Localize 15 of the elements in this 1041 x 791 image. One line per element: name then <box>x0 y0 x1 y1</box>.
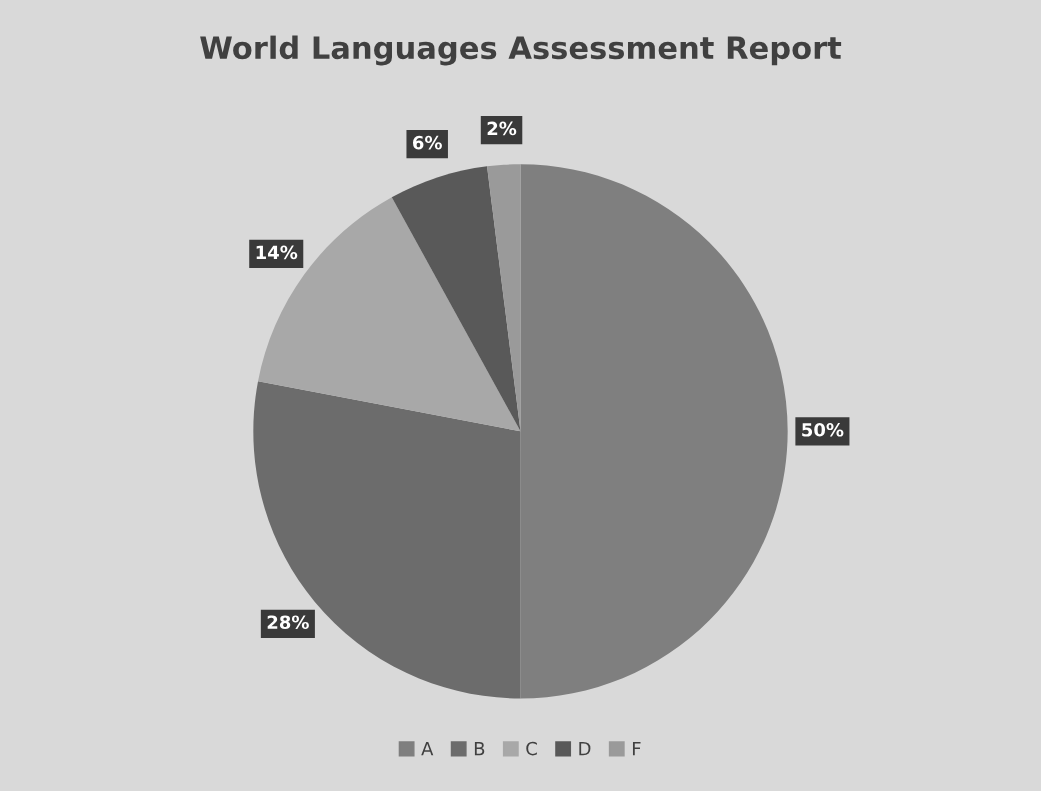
data-label: 28% <box>267 615 309 630</box>
chart-title: World Languages Assessment Report <box>200 35 842 66</box>
legend-label: B <box>474 742 485 756</box>
data-label: 6% <box>413 135 442 150</box>
legend-label: C <box>526 741 537 756</box>
data-label: 50% <box>802 422 844 437</box>
legend-label: D <box>579 742 591 756</box>
pie-slice <box>391 166 521 432</box>
legend-label: A <box>421 742 434 756</box>
pie-slice <box>520 164 788 699</box>
data-label: 14% <box>256 245 298 260</box>
legend-label: F <box>632 742 641 756</box>
pie-slice <box>253 381 521 699</box>
data-label: 2% <box>487 121 517 136</box>
pie-slice <box>258 197 521 432</box>
